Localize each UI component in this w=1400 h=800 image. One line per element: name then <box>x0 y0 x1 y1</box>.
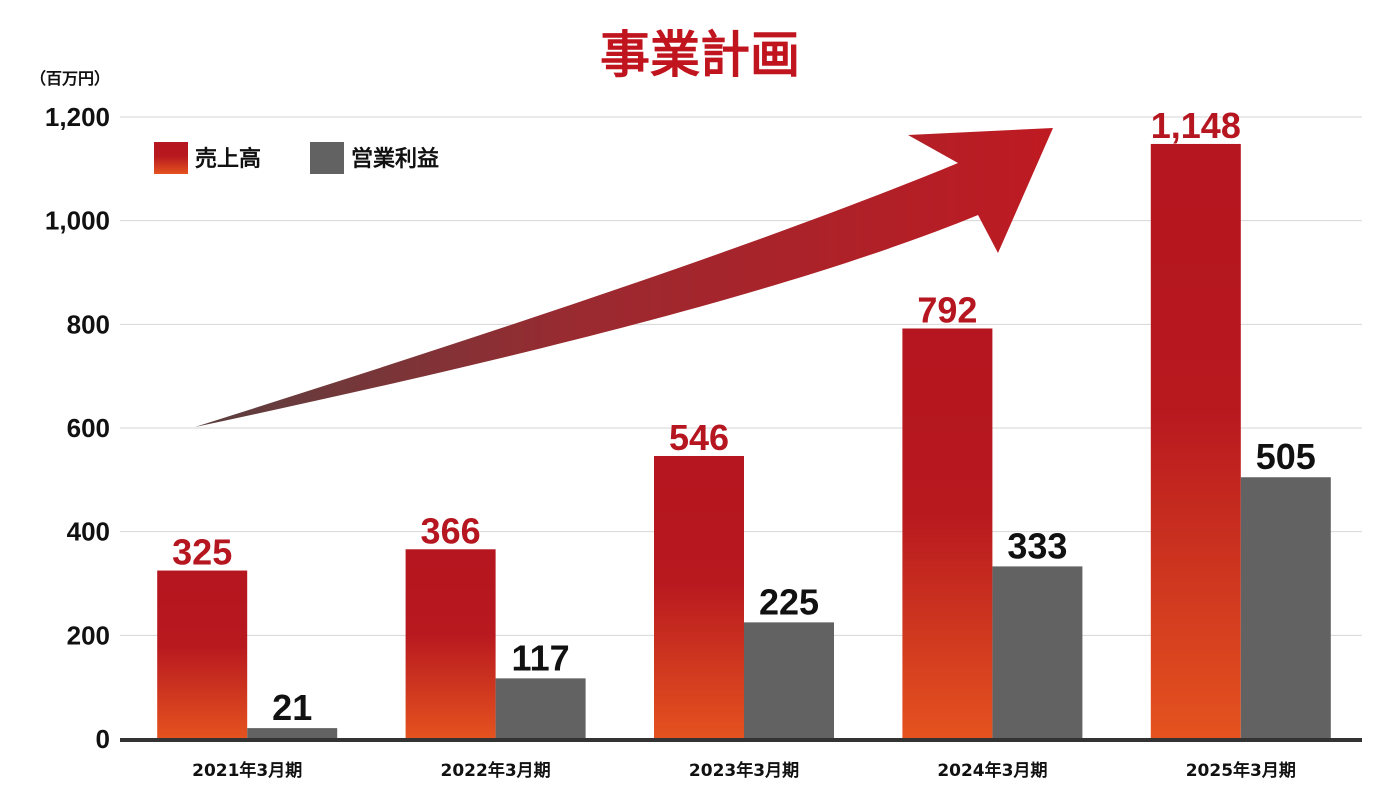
x-tick-label: 2023年3月期 <box>689 760 799 781</box>
bar-profit <box>744 622 834 739</box>
bar-profit <box>992 566 1083 739</box>
data-label-profit: 505 <box>1256 436 1316 477</box>
y-tick-label: 0 <box>96 724 110 754</box>
legend-swatch-profit <box>310 142 344 174</box>
y-tick-label: 400 <box>67 517 110 547</box>
data-label-profit: 333 <box>1007 525 1067 566</box>
data-label-profit: 21 <box>272 687 312 728</box>
y-axis-ticks: 0 200 400 600 800 1,000 1,200 <box>45 102 110 754</box>
bar-sales <box>902 328 993 739</box>
data-label-sales: 792 <box>917 289 977 330</box>
data-label-sales: 546 <box>669 417 729 458</box>
legend-label-profit: 営業利益 <box>351 146 439 172</box>
y-tick-label: 200 <box>67 620 110 650</box>
x-axis-ticks: 2021年3月期 2022年3月期 2023年3月期 2024年3月期 2025年3月期 <box>192 760 1296 781</box>
y-tick-label: 1,000 <box>45 206 110 236</box>
bars <box>157 143 1331 739</box>
data-labels: 325 21 366 117 546 225 792 333 1,148 505 <box>172 105 1316 728</box>
data-label-profit: 225 <box>759 581 819 622</box>
x-tick-label: 2021年3月期 <box>192 760 302 781</box>
legend-swatch-sales <box>154 142 188 174</box>
bar-profit <box>495 678 586 739</box>
y-tick-label: 800 <box>67 309 110 339</box>
growth-arrow <box>195 128 1053 427</box>
bar-sales <box>405 549 496 739</box>
data-label-sales: 325 <box>172 532 232 573</box>
x-tick-label: 2022年3月期 <box>441 760 551 781</box>
legend-label-sales: 売上高 <box>195 146 261 172</box>
bar-profit <box>1240 477 1331 739</box>
y-axis-unit: （百万円） <box>30 69 110 88</box>
legend: 売上高 営業利益 <box>154 142 439 174</box>
x-tick-label: 2024年3月期 <box>937 760 1047 781</box>
y-tick-label: 1,200 <box>45 102 110 132</box>
bar-sales <box>654 455 744 739</box>
y-tick-label: 600 <box>67 413 110 443</box>
data-label-profit: 117 <box>512 637 570 678</box>
chart-title: 事業計画 <box>600 26 800 84</box>
bar-sales <box>157 570 248 739</box>
bar-profit <box>247 728 338 739</box>
data-label-sales: 366 <box>421 510 481 551</box>
data-label-sales: 1,148 <box>1151 105 1241 146</box>
x-tick-label: 2025年3月期 <box>1186 760 1296 781</box>
bar-sales <box>1150 143 1241 739</box>
